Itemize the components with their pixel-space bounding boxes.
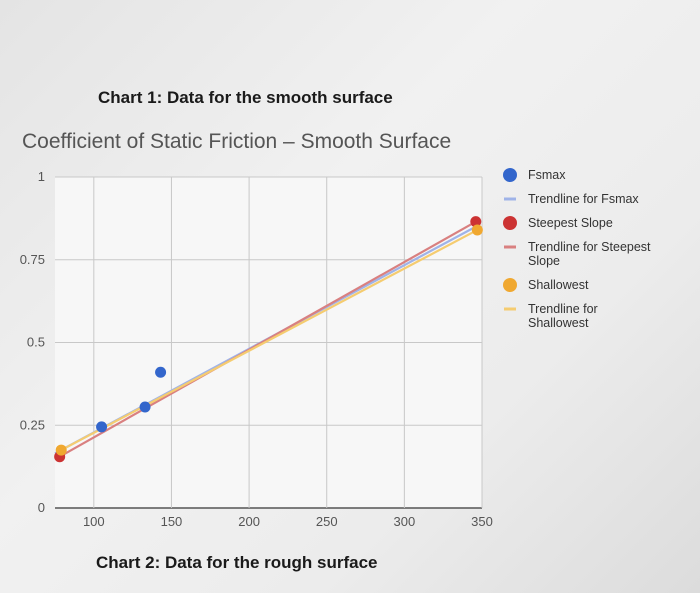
legend-label: Shallowest (528, 278, 589, 292)
caption-chart-1: Chart 1: Data for the smooth surface (98, 88, 393, 107)
x-tick-label: 250 (316, 514, 338, 529)
caption-chart-2: Chart 2: Data for the rough surface (96, 553, 378, 572)
y-tick-label: 0 (38, 500, 45, 515)
trendline (60, 228, 478, 452)
legend-label: Steepest Slope (528, 216, 613, 230)
y-tick-label: 0.25 (20, 417, 45, 432)
x-tick-label: 200 (238, 514, 260, 529)
x-tick-label: 100 (83, 514, 105, 529)
grid (55, 176, 483, 509)
x-tick-label: 300 (394, 514, 416, 529)
legend: Fsmax Trendline for Fsmax Steepest Slope Tr… (503, 168, 651, 330)
legend-label: Trendline for Fsmax (528, 192, 639, 206)
legend-label: Fsmax (528, 168, 566, 182)
data-point (470, 216, 482, 228)
data-point (139, 401, 151, 413)
data-point (55, 444, 67, 456)
x-tick-label: 150 (161, 514, 183, 529)
trendline (59, 220, 477, 458)
trendlines (54, 220, 480, 458)
legend-label: Trendline for Steepest Slope (528, 240, 651, 268)
legend-marker (503, 216, 517, 230)
axis-ticks: 0 0.25 0.5 0.75 1 100 150 200 250 300 350 (20, 169, 493, 529)
data-point (96, 421, 108, 433)
chart-title: Coefficient of Static Friction – Smooth … (22, 130, 452, 153)
data-points (54, 216, 483, 463)
x-tick-label: 350 (471, 514, 493, 529)
data-point (155, 366, 167, 378)
y-tick-label: 0.5 (27, 335, 45, 350)
data-point (471, 224, 483, 236)
legend-label: Trendline for Shallowest (528, 302, 598, 330)
y-tick-label: 0.75 (20, 252, 45, 267)
y-tick-label: 1 (38, 169, 45, 184)
legend-marker (503, 278, 517, 292)
legend-marker (503, 168, 517, 182)
